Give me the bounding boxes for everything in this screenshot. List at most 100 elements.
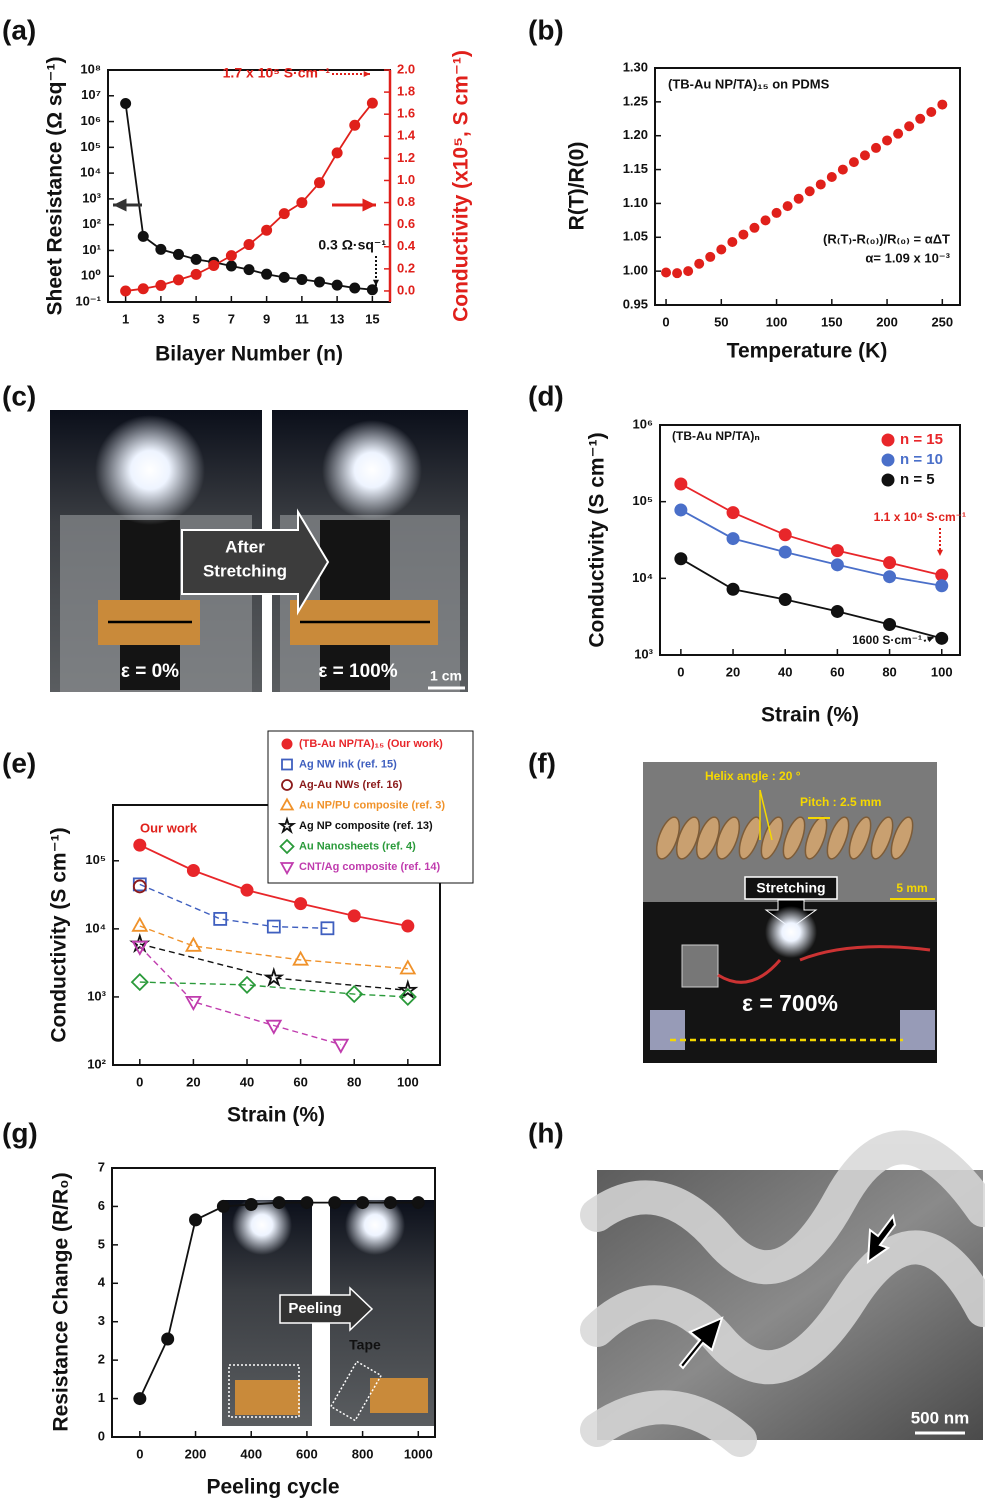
- data-point: [398, 987, 417, 1006]
- data-point: [674, 477, 688, 491]
- data-point: [674, 503, 688, 517]
- data-point: [184, 936, 202, 952]
- data-point: [296, 273, 308, 285]
- data-point: [345, 985, 364, 1004]
- data-point: [782, 201, 793, 212]
- data-point: [347, 909, 361, 923]
- data-point: [815, 179, 826, 190]
- data-point: [349, 119, 361, 131]
- scale-bar-label: 1 cm: [430, 668, 462, 684]
- data-point: [683, 266, 694, 277]
- x-tick-label: 50: [714, 314, 728, 329]
- data-point: [265, 1019, 283, 1035]
- data-point: [161, 1332, 175, 1346]
- legend-label: Au Nanosheets (ref. 4): [299, 840, 416, 852]
- panel-label: (d): [528, 380, 564, 411]
- legend-label: n = 5: [900, 471, 935, 488]
- scale-bar-label: 5 mm: [896, 881, 927, 895]
- data-point: [383, 1196, 397, 1210]
- data-point: [155, 279, 167, 291]
- legend-marker: [281, 779, 293, 791]
- data-point: [826, 172, 837, 183]
- x-tick-label: 20: [726, 664, 740, 679]
- data-point: [300, 1196, 314, 1210]
- data-point: [804, 186, 815, 197]
- panel-label: (f): [528, 747, 556, 778]
- data-point: [399, 959, 417, 975]
- data-point: [120, 98, 132, 110]
- inset-photo-g: [222, 1195, 435, 1426]
- panel-label: (b): [528, 14, 564, 45]
- data-point: [266, 919, 281, 934]
- data-point: [397, 979, 419, 1000]
- legend-marker: [881, 453, 895, 467]
- legend-label: Ag NW ink (ref. 15): [299, 758, 397, 770]
- y-tick-label: 5: [98, 1236, 105, 1251]
- legend-marker: [881, 433, 895, 447]
- y-tick-label: 10⁵: [85, 852, 106, 867]
- x-tick-label: 40: [240, 1074, 254, 1089]
- y-tick-label: 10²: [87, 1056, 106, 1071]
- series-line: [139, 883, 328, 929]
- series-line: [139, 946, 341, 1046]
- y-tick-label: 10⁶: [81, 113, 101, 128]
- legend-label: n = 10: [900, 451, 943, 468]
- data-point: [294, 897, 308, 911]
- data-point: [830, 604, 844, 618]
- data-point: [727, 237, 738, 248]
- data-point: [366, 97, 378, 109]
- x-axis-label: Strain (%): [761, 704, 859, 727]
- x-tick-label: 40: [778, 664, 792, 679]
- legend-marker: [281, 738, 293, 750]
- data-point: [292, 950, 310, 966]
- y2-tick-label: 1.0: [397, 172, 415, 187]
- x-tick-label: 600: [296, 1446, 318, 1461]
- y-tick-label: 1.30: [623, 59, 648, 74]
- pitch: Pitch : 2.5 mm: [800, 795, 881, 809]
- panel-label: (c): [2, 380, 36, 411]
- data-point: [243, 239, 255, 251]
- legend-label: CNT/Ag composite (ref. 14): [299, 861, 441, 873]
- y-tick-label: 10³: [87, 988, 106, 1003]
- data-point: [937, 99, 948, 110]
- x-axis-label: Temperature (K): [727, 340, 888, 363]
- x-tick-label: 9: [263, 311, 270, 326]
- data-point: [830, 558, 844, 572]
- y2-tick-label: 0.0: [397, 282, 415, 297]
- x-tick-label: 250: [931, 314, 953, 329]
- data-point: [738, 229, 749, 240]
- y-tick-label: 4: [98, 1275, 106, 1290]
- legend-marker: [279, 838, 295, 855]
- data-point: [893, 128, 904, 139]
- y-tick-label: 10⁴: [632, 570, 653, 585]
- annotation: (R₍T₎-R₍₀₎)/R₍₀₎ = αΔT: [823, 231, 950, 246]
- y-tick-label: 10⁰: [81, 268, 101, 283]
- y-tick-label: 6: [98, 1198, 105, 1213]
- photo-h: (h) 500 nm: [528, 1117, 985, 1457]
- data-point: [830, 544, 844, 558]
- data-point: [213, 912, 228, 926]
- annotation: Peeling: [288, 1300, 341, 1317]
- data-point: [261, 224, 273, 236]
- y-tick-label: 7: [98, 1159, 105, 1174]
- x-tick-label: 0: [136, 1074, 143, 1089]
- data-point: [760, 215, 771, 226]
- annotation: Tape: [349, 1337, 381, 1353]
- data-point: [837, 164, 848, 175]
- data-point: [261, 268, 273, 280]
- x-tick-label: 13: [330, 311, 344, 326]
- photo-c: (c) After Stretching ε = 0% ε = 100% 1 c…: [2, 380, 468, 692]
- data-point: [726, 582, 740, 596]
- series-line: [680, 483, 942, 577]
- legend-box: [267, 730, 474, 884]
- x-tick-label: 5: [193, 311, 200, 326]
- y2-tick-label: 1.6: [397, 106, 415, 121]
- data-point: [131, 916, 149, 932]
- series-line: [139, 844, 408, 927]
- data-point: [208, 260, 220, 272]
- y-tick-label: 10⁸: [80, 61, 101, 76]
- y-axis-label: Conductivity (S cm⁻¹): [48, 827, 71, 1042]
- y-tick-label: 1.00: [623, 263, 648, 278]
- legend-marker: [279, 862, 295, 876]
- data-point: [131, 940, 149, 956]
